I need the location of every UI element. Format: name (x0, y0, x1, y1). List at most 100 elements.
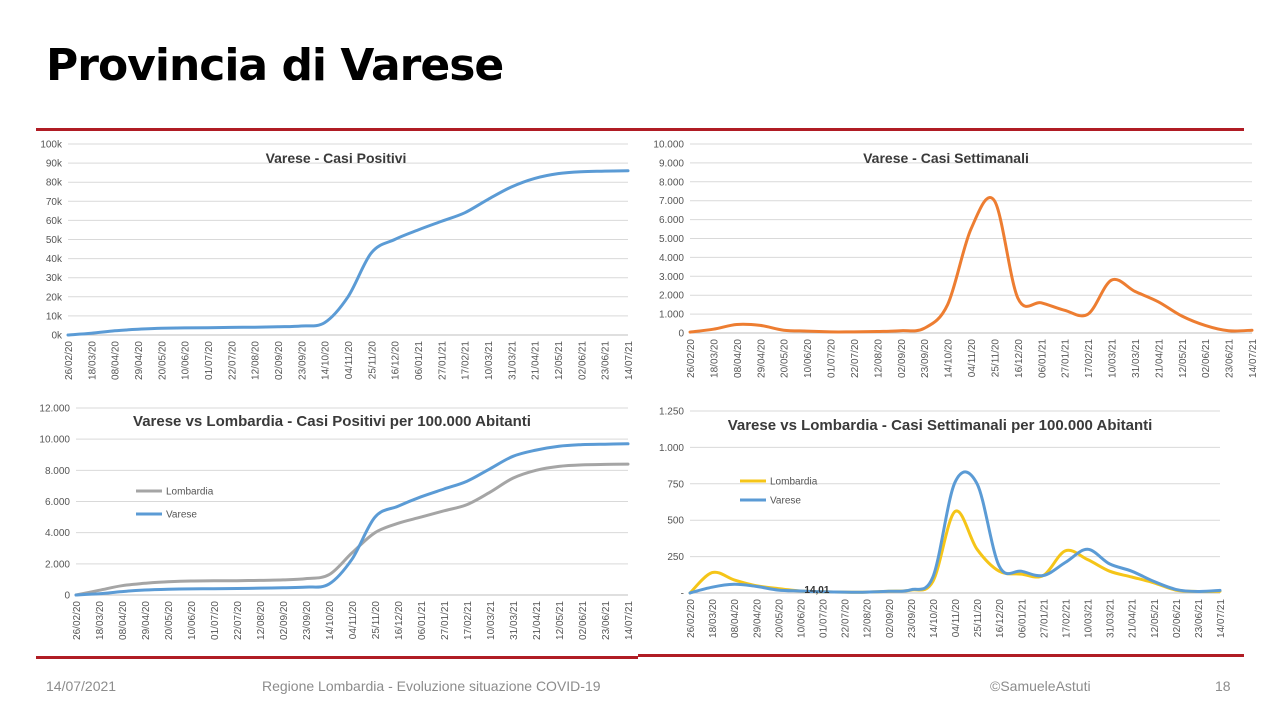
data-label: 14,01 (804, 585, 829, 596)
x-tick-label: 12/08/20 (256, 601, 267, 640)
y-tick-label: - (681, 589, 684, 600)
x-tick-label: 02/06/21 (578, 601, 589, 640)
x-tick-label: 29/04/20 (752, 599, 763, 638)
x-tick-label: 23/09/20 (920, 339, 931, 378)
x-tick-label: 12/08/20 (863, 599, 874, 638)
y-tick-label: 10.000 (39, 435, 70, 446)
footer-page-number: 18 (1215, 678, 1231, 694)
y-tick-label: 3.000 (659, 272, 684, 283)
x-tick-label: 27/01/21 (1061, 339, 1072, 378)
x-tick-label: 14/07/21 (1216, 599, 1227, 638)
x-tick-label: 23/06/21 (601, 341, 612, 380)
x-tick-label: 08/04/20 (118, 601, 129, 640)
y-tick-label: 8.000 (45, 466, 70, 477)
chart-title: Varese vs Lombardia - Casi Positivi per … (133, 413, 531, 430)
x-tick-label: 12/08/20 (251, 341, 262, 380)
legend-label-lombardia: Lombardia (770, 477, 818, 488)
x-tick-label: 26/02/20 (686, 339, 697, 378)
x-tick-label: 27/01/21 (1039, 599, 1050, 638)
x-tick-label: 16/12/20 (391, 341, 402, 380)
x-tick-label: 21/04/21 (531, 341, 542, 380)
x-tick-label: 06/01/21 (417, 601, 428, 640)
y-tick-label: 0 (678, 329, 684, 340)
x-tick-label: 10/06/20 (796, 599, 807, 638)
series-line-varese (688, 196, 1254, 334)
x-tick-label: 26/02/20 (64, 341, 75, 380)
y-tick-label: 1.000 (659, 443, 684, 454)
x-tick-label: 10/06/20 (803, 339, 814, 378)
x-tick-label: 20/05/20 (780, 339, 791, 378)
series-line-lombardia (74, 462, 630, 597)
slide-title: Provincia di Varese (46, 40, 504, 91)
chart-svg: 0 1.000 2.000 3.000 4.000 5.000 6.000 7.000 8.00… (653, 140, 1259, 378)
y-tick-label: 9.000 (659, 158, 684, 169)
x-tick-label: 25/11/20 (973, 599, 984, 638)
x-tick-label: 08/04/20 (111, 341, 122, 380)
x-tick-label: 18/03/20 (95, 601, 106, 640)
x-tick-label: 25/11/20 (367, 341, 378, 380)
x-tick-label: 16/12/20 (394, 601, 405, 640)
x-tick-label: 02/06/21 (1201, 339, 1212, 378)
x-tick-label: 31/03/21 (507, 341, 518, 380)
y-tick-label: 60k (46, 216, 63, 227)
x-tick-label: 22/07/20 (841, 599, 852, 638)
x-tick-label: 10/03/21 (1108, 339, 1119, 378)
x-tick-label: 04/11/20 (348, 601, 359, 640)
x-tick-label: 12/05/21 (1178, 339, 1189, 378)
x-tick-label: 23/06/21 (1225, 339, 1236, 378)
x-tick-label: 02/09/20 (897, 339, 908, 378)
x-tick-label: 02/09/20 (274, 341, 285, 380)
x-tick-label: 02/09/20 (885, 599, 896, 638)
x-tick-label: 12/05/21 (554, 341, 565, 380)
x-tick-label: 01/07/20 (827, 339, 838, 378)
footer-source: Regione Lombardia - Evoluzione situazion… (262, 678, 601, 694)
x-tick-label: 10/06/20 (181, 341, 192, 380)
chart-svg: 0 2.000 4.000 6.000 8.000 10.000 12.000 26/02/2… (39, 404, 635, 640)
series-line-varese (74, 442, 630, 597)
chart-title: Varese vs Lombardia - Casi Settimanali p… (728, 417, 1153, 434)
x-tick-label: 17/02/21 (1061, 599, 1072, 638)
y-tick-label: 10.000 (653, 140, 684, 151)
x-tick-label: 27/01/21 (437, 341, 448, 380)
x-tick-label: 12/08/20 (873, 339, 884, 378)
y-tick-label: 0k (51, 331, 63, 342)
x-tick-label: 10/06/20 (187, 601, 198, 640)
x-tick-label: 06/01/21 (1037, 339, 1048, 378)
x-tick-label: 04/11/20 (951, 599, 962, 638)
y-tick-label: 0 (64, 591, 70, 602)
x-tick-label: 22/07/20 (850, 339, 861, 378)
x-tick-label: 21/04/21 (1128, 599, 1139, 638)
y-tick-label: 12.000 (39, 404, 70, 415)
x-tick-label: 02/09/20 (279, 601, 290, 640)
footer-author: ©SamueleAstuti (990, 678, 1091, 694)
series-line-varese (66, 169, 630, 337)
x-tick-label: 26/02/20 (72, 601, 83, 640)
x-tick-label: 16/12/20 (995, 599, 1006, 638)
legend-label-varese: Varese (770, 496, 801, 507)
chart-title: Varese - Casi Settimanali (863, 150, 1029, 166)
chart-varese-vs-lombardia-casi-positivi: 0 2.000 4.000 6.000 8.000 10.000 12.000 26/02/2… (36, 402, 640, 654)
x-tick-label: 14/10/20 (944, 339, 955, 378)
y-tick-label: 5.000 (659, 234, 684, 245)
y-tick-label: 30k (46, 273, 63, 284)
x-tick-label: 16/12/20 (1014, 339, 1025, 378)
x-tick-label: 29/04/20 (141, 601, 152, 640)
x-tick-label: 31/03/21 (509, 601, 520, 640)
x-tick-label: 14/07/21 (624, 601, 635, 640)
x-tick-label: 01/07/20 (210, 601, 221, 640)
x-tick-label: 01/07/20 (819, 599, 830, 638)
x-tick-label: 18/03/20 (708, 599, 719, 638)
y-tick-label: 8.000 (659, 177, 684, 188)
x-tick-label: 14/10/20 (321, 341, 332, 380)
y-tick-label: 1.250 (659, 407, 684, 418)
y-tick-label: 2.000 (659, 291, 684, 302)
x-tick-label: 14/10/20 (325, 601, 336, 640)
y-tick-label: 50k (46, 235, 63, 246)
x-tick-label: 04/11/20 (344, 341, 355, 380)
x-tick-label: 27/01/21 (440, 601, 451, 640)
x-tick-label: 20/05/20 (164, 601, 175, 640)
x-tick-label: 17/02/21 (1084, 339, 1095, 378)
x-tick-label: 29/04/20 (134, 341, 145, 380)
series-line-lombardia (688, 509, 1222, 595)
chart-varese-casi-positivi: 0k 10k 20k 30k 40k 50k 60k 70k 80k 90k 100k 26/02/2… (36, 136, 640, 388)
